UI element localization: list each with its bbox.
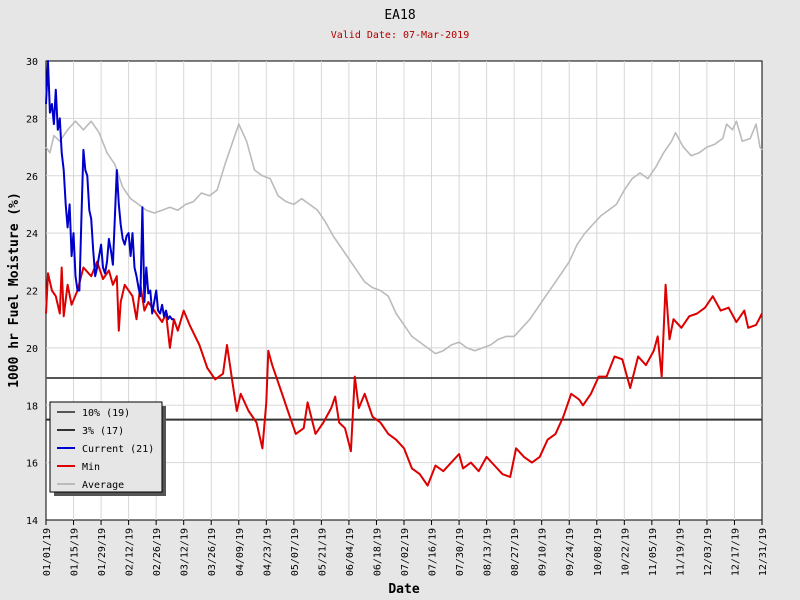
x-tick-label: 10/22/19	[620, 528, 631, 576]
x-tick-label: 03/12/19	[180, 528, 191, 576]
x-tick-label: 04/23/19	[262, 528, 273, 576]
x-tick-label: 12/17/19	[730, 528, 741, 576]
y-tick-label: 26	[26, 172, 38, 183]
x-tick-label: 01/15/19	[70, 528, 81, 576]
x-tick-label: 06/04/19	[345, 528, 356, 576]
legend-label: Current (21)	[82, 444, 154, 455]
x-tick-label: 07/30/19	[455, 528, 466, 576]
x-tick-label: 01/29/19	[97, 528, 108, 576]
series-line-average	[45, 120, 763, 355]
series-line-current-21	[45, 60, 174, 321]
y-tick-label: 30	[26, 57, 38, 68]
x-tick-label: 02/12/19	[125, 528, 136, 576]
x-tick-label: 09/10/19	[538, 528, 549, 576]
x-tick-label: 10/08/19	[593, 528, 604, 576]
chart-subtitle: Valid Date: 07-Mar-2019	[331, 30, 469, 41]
x-tick-label: 08/27/19	[510, 528, 521, 576]
chart-title: EA18	[384, 8, 415, 23]
y-tick-label: 24	[26, 229, 38, 240]
legend: 10% (19) 3% (17) Current (21) Min Average	[49, 401, 166, 496]
x-tick-label: 11/05/19	[648, 528, 659, 576]
x-axis-ticks: 01/01/19 01/15/19 01/29/19 02/12/19 02/26/19…	[42, 520, 769, 576]
y-tick-label: 28	[26, 114, 38, 125]
legend-label: Min	[82, 462, 100, 473]
x-tick-label: 03/26/19	[207, 528, 218, 576]
x-tick-label: 07/02/19	[400, 528, 411, 576]
y-tick-label: 20	[26, 344, 38, 355]
series-line-min	[45, 260, 763, 487]
x-tick-label: 09/24/19	[565, 528, 576, 576]
x-axis-label: Date	[388, 582, 419, 597]
x-tick-label: 11/19/19	[675, 528, 686, 576]
y-tick-label: 18	[26, 401, 38, 412]
x-tick-label: 04/09/19	[235, 528, 246, 576]
series-layer	[45, 60, 763, 487]
y-axis-ticks: 14 16 18 20 22 24 26 28 30	[26, 57, 38, 527]
legend-label: 10% (19)	[82, 408, 130, 419]
x-tick-label: 12/31/19	[758, 528, 769, 576]
x-tick-label: 06/18/19	[372, 528, 383, 576]
x-tick-label: 07/16/19	[428, 528, 439, 576]
legend-label: Average	[82, 480, 124, 491]
y-tick-label: 22	[26, 287, 38, 298]
x-tick-label: 02/26/19	[152, 528, 163, 576]
x-tick-label: 05/21/19	[317, 528, 328, 576]
legend-label: 3% (17)	[82, 426, 124, 437]
x-tick-label: 05/07/19	[290, 528, 301, 576]
y-tick-label: 14	[26, 516, 38, 527]
x-tick-label: 12/03/19	[703, 528, 714, 576]
y-axis-label: 1000 hr Fuel Moisture (%)	[7, 192, 22, 388]
x-tick-label: 08/13/19	[483, 528, 494, 576]
y-tick-label: 16	[26, 459, 38, 470]
x-tick-label: 01/01/19	[42, 528, 53, 576]
